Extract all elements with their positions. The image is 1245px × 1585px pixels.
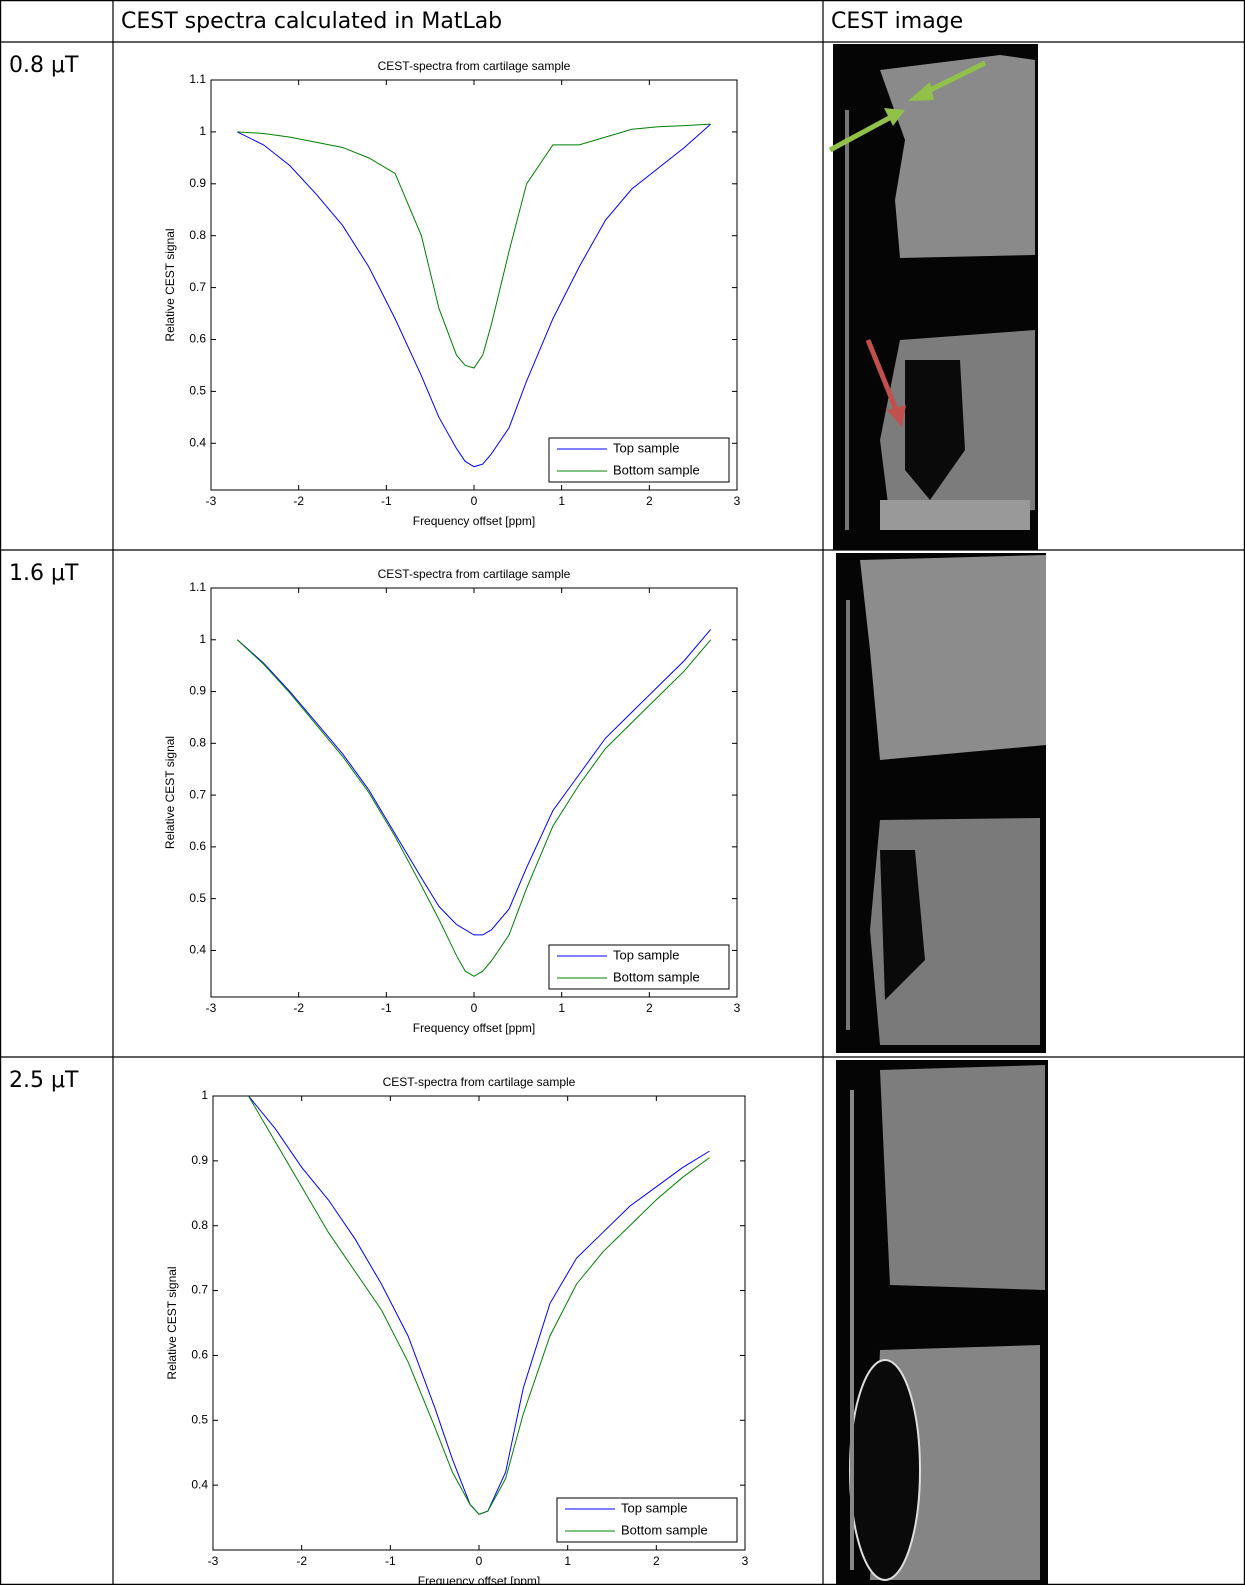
y-tick-label: 0.6 [189, 332, 206, 346]
legend-label: Top sample [613, 440, 679, 455]
y-axis-label: Relative CEST signal [163, 228, 177, 341]
y-tick-label: 1 [201, 1088, 208, 1102]
y-tick-label: 0.9 [189, 684, 206, 698]
series-line [236, 639, 712, 977]
x-tick-label: 0 [471, 1001, 478, 1015]
chart: CEST-spectra from cartilage sample Freque… [163, 567, 740, 1035]
chart-title: CEST-spectra from cartilage sample [378, 567, 571, 581]
x-tick-label: 1 [558, 1001, 565, 1015]
legend-box [548, 437, 730, 483]
legend: Top sample Bottom sample [556, 1497, 738, 1543]
legend-label: Top sample [613, 947, 679, 962]
x-axis-label: Frequency offset [ppm] [413, 1021, 536, 1035]
x-tick-label: 3 [742, 1554, 749, 1568]
header-cell: CEST image [831, 9, 963, 34]
legend: Top sample Bottom sample [548, 437, 730, 483]
y-tick-label: 0.4 [191, 1477, 208, 1491]
series-line [236, 629, 712, 936]
y-tick-label: 0.6 [191, 1348, 208, 1362]
y-tick-label: 0.8 [189, 735, 206, 749]
y-tick-label: 0.7 [189, 280, 206, 294]
x-tick-label: -1 [381, 1001, 392, 1015]
x-tick-label: -3 [206, 1001, 217, 1015]
x-tick-label: 3 [734, 494, 741, 508]
y-tick-label: 0.6 [189, 839, 206, 853]
series-line [248, 1095, 710, 1515]
cest-image [836, 553, 1046, 1053]
x-tick-label: -1 [381, 494, 392, 508]
x-axis-label: Frequency offset [ppm] [413, 514, 536, 528]
x-tick-label: -3 [206, 494, 217, 508]
cest-image [828, 44, 1038, 550]
chart: CEST-spectra from cartilage sample Freque… [163, 59, 740, 528]
y-tick-label: 0.9 [189, 176, 206, 190]
x-tick-label: 0 [471, 494, 478, 508]
x-tick-label: 2 [646, 1001, 653, 1015]
x-tick-label: 3 [734, 1001, 741, 1015]
y-tick-label: 0.8 [191, 1218, 208, 1232]
series-line [237, 123, 712, 468]
y-tick-label: 0.8 [189, 228, 206, 242]
y-tick-label: 0.4 [189, 943, 206, 957]
y-tick-label: 0.4 [189, 435, 206, 449]
plot-frame [210, 79, 738, 491]
x-tick-label: -2 [296, 1554, 307, 1568]
y-tick-label: 0.7 [189, 787, 206, 801]
legend-label: Top sample [621, 1500, 687, 1515]
y-tick-label: 1.1 [189, 72, 206, 86]
y-axis-label: Relative CEST signal [165, 1266, 179, 1379]
y-tick-label: 1 [199, 632, 206, 646]
x-tick-label: -2 [293, 1001, 304, 1015]
x-tick-label: 1 [558, 494, 565, 508]
cest-image [836, 1060, 1048, 1584]
legend: Top sample Bottom sample [548, 944, 730, 990]
y-tick-label: 0.5 [189, 384, 206, 398]
x-tick-label: 0 [476, 1554, 483, 1568]
x-tick-label: -3 [208, 1554, 219, 1568]
row-label: 1.6 μT [9, 561, 79, 586]
y-tick-label: 1.1 [189, 580, 206, 594]
x-axis-label: Frequency offset [ppm] [418, 1574, 541, 1585]
series-line [237, 123, 711, 369]
row-label: 0.8 μT [9, 53, 79, 78]
series-line [248, 1095, 710, 1515]
x-tick-label: 1 [564, 1554, 571, 1568]
y-tick-label: 0.5 [189, 891, 206, 905]
row-label: 2.5 μT [9, 1068, 79, 1093]
plot-frame [210, 587, 738, 998]
legend-label: Bottom sample [613, 462, 700, 477]
legend-box [556, 1497, 738, 1543]
y-tick-label: 0.5 [191, 1412, 208, 1426]
header-cell: CEST spectra calculated in MatLab [121, 9, 502, 34]
y-tick-label: 0.7 [191, 1283, 208, 1297]
x-tick-label: 2 [653, 1554, 660, 1568]
legend-label: Bottom sample [613, 969, 700, 984]
y-tick-label: 1 [199, 124, 206, 138]
y-tick-label: 0.9 [191, 1153, 208, 1167]
x-tick-label: 2 [646, 494, 653, 508]
y-axis-label: Relative CEST signal [163, 736, 177, 849]
x-tick-label: -1 [385, 1554, 396, 1568]
x-tick-label: -2 [293, 494, 304, 508]
chart-title: CEST-spectra from cartilage sample [383, 1075, 576, 1089]
chart: CEST-spectra from cartilage sample Freque… [165, 1075, 748, 1585]
legend-label: Bottom sample [621, 1522, 708, 1537]
chart-title: CEST-spectra from cartilage sample [378, 59, 571, 73]
plot-frame [212, 1095, 746, 1551]
legend-box [548, 944, 730, 990]
